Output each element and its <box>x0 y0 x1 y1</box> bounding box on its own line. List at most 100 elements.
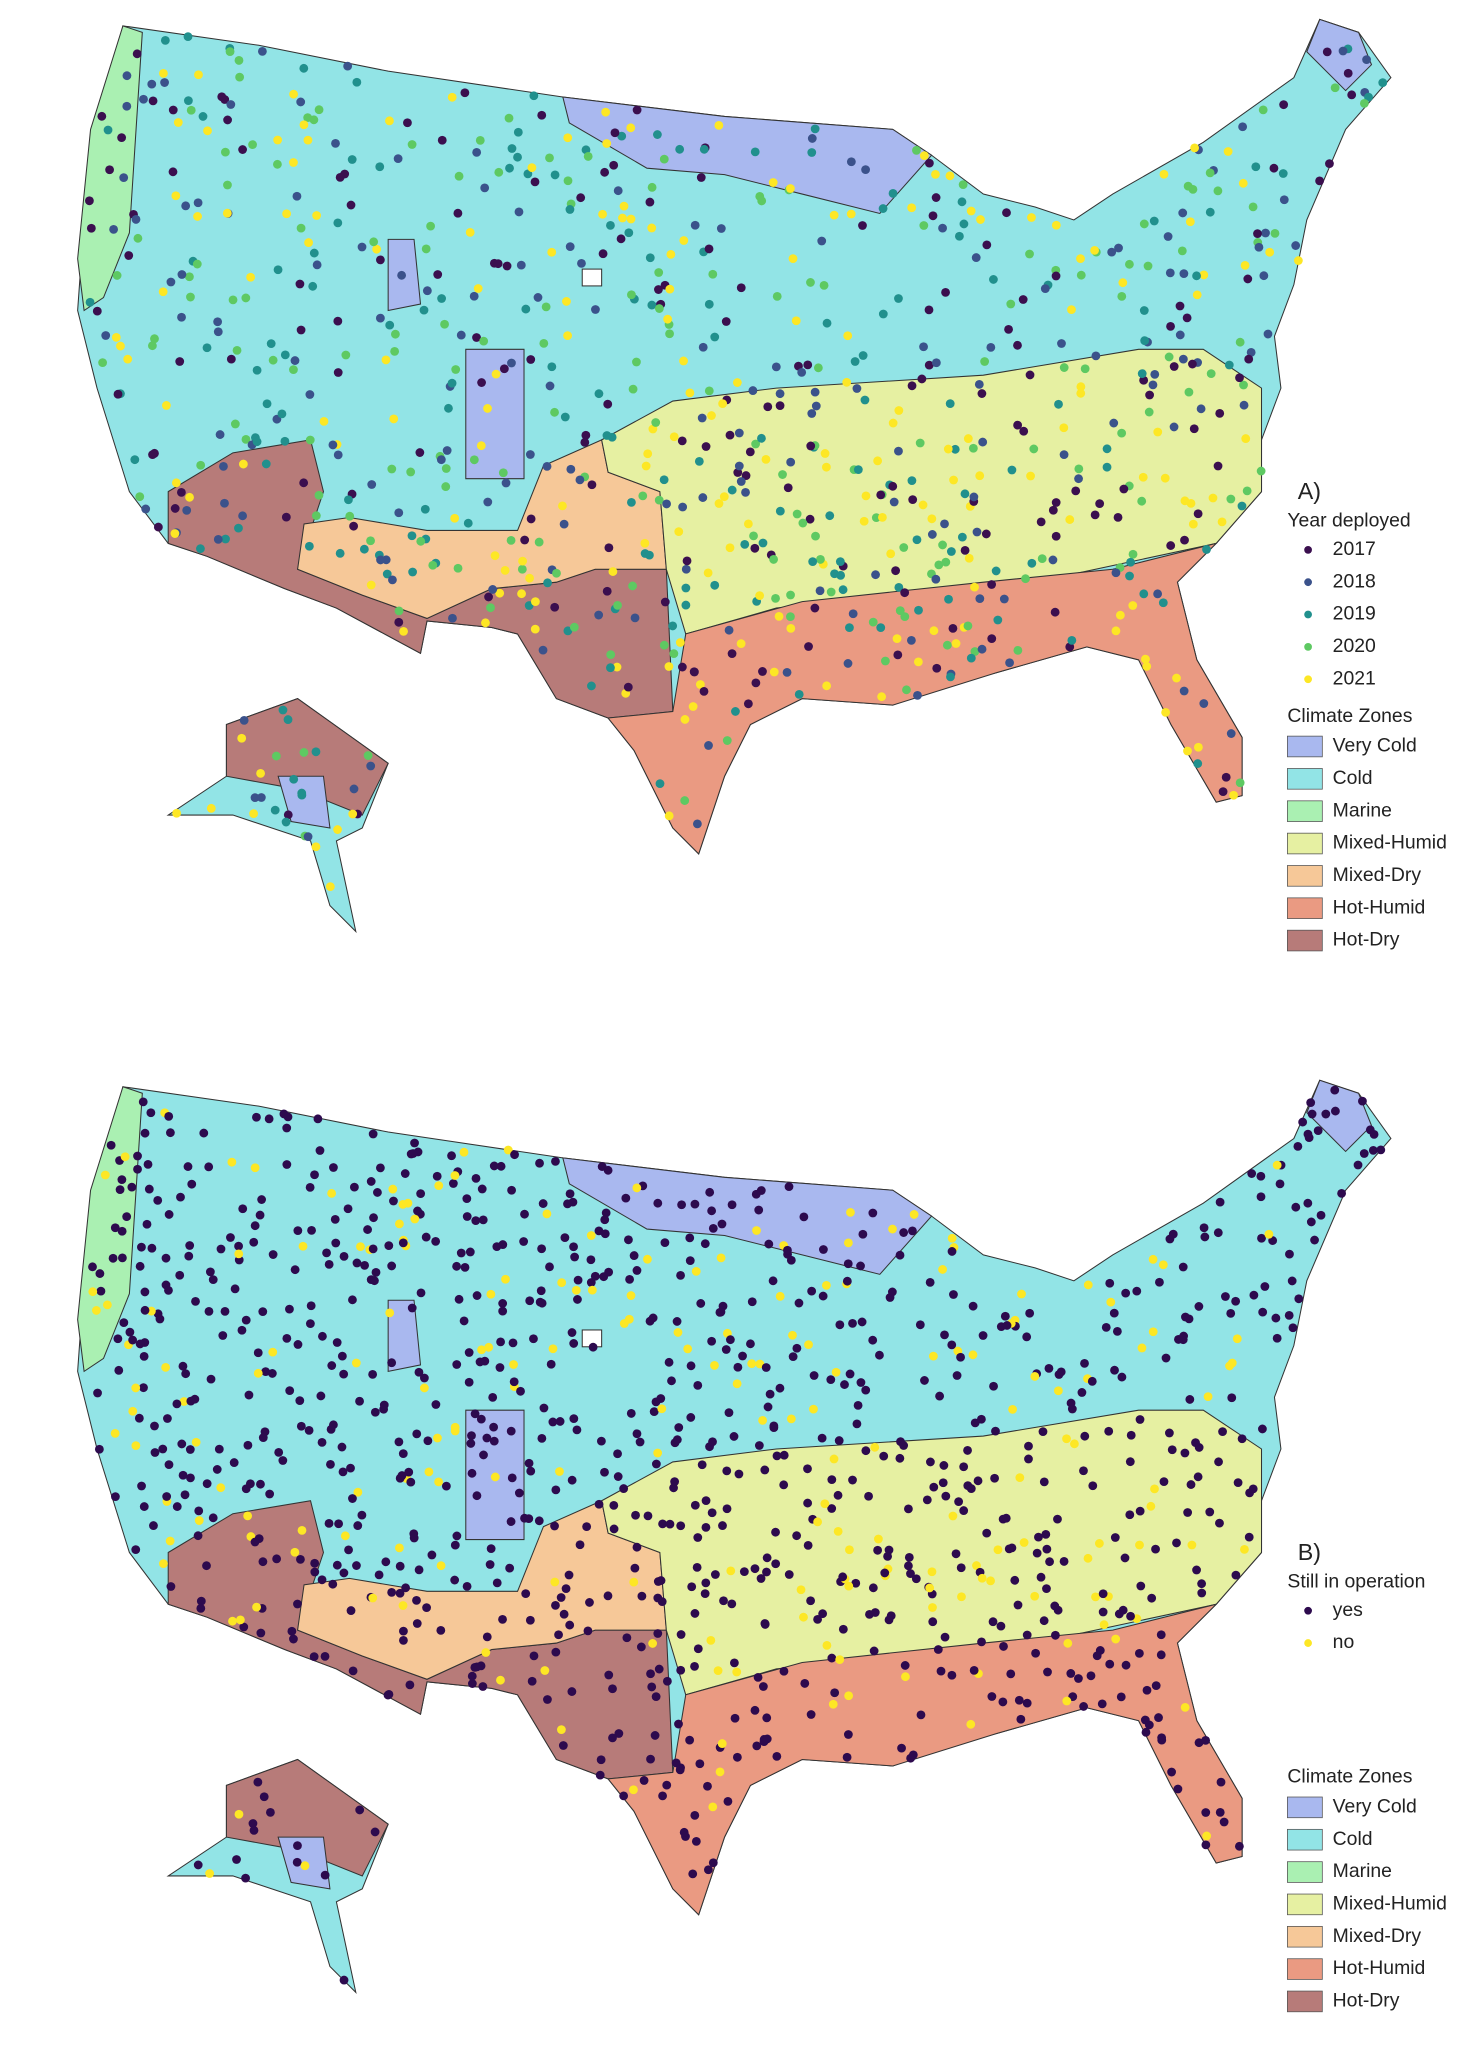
sensor-dot <box>1254 242 1264 252</box>
sensor-dot <box>421 1232 431 1242</box>
sensor-dot <box>1233 1478 1243 1488</box>
sensor-dot <box>807 148 817 157</box>
sensor-dot <box>981 529 991 539</box>
sensor-dot <box>1132 1286 1142 1296</box>
sensor-dot <box>704 386 714 396</box>
sensor-dot <box>859 516 869 526</box>
sensor-dot <box>845 1545 854 1555</box>
sensor-dot <box>230 419 240 429</box>
sensor-dot <box>130 455 140 465</box>
sensor-dot <box>868 617 878 627</box>
sensor-dot <box>375 1163 385 1173</box>
sensor-dot <box>833 1490 843 1500</box>
sensor-dot <box>586 1231 596 1240</box>
sensor-dot <box>724 1408 734 1418</box>
sensor-dot <box>557 1278 567 1288</box>
sensor-dot <box>1040 284 1050 294</box>
sensor-dot <box>858 1229 868 1239</box>
sensor-dot <box>548 1344 558 1354</box>
sensor-dot <box>531 597 540 606</box>
sensor-dot <box>538 1199 548 1208</box>
sensor-dot <box>367 480 377 489</box>
sensor-dot <box>1240 1544 1249 1554</box>
sensor-dot <box>736 477 746 486</box>
sensor-dot <box>1215 408 1225 418</box>
sensor-dot <box>85 196 94 206</box>
sensor-dot <box>915 1320 925 1330</box>
sensor-dot <box>1217 517 1227 527</box>
sensor-dot <box>676 1521 686 1531</box>
sensor-dot <box>1215 1518 1224 1528</box>
sensor-dot <box>685 1233 695 1243</box>
sensor-dot <box>761 455 771 464</box>
sensor-dot <box>877 692 887 702</box>
sensor-dot <box>550 1521 559 1531</box>
sensor-dot <box>137 1481 146 1491</box>
sensor-dot <box>526 514 536 524</box>
sensor-dot <box>771 1559 781 1569</box>
sensor-dot <box>453 208 463 218</box>
zone-swatch <box>1287 1925 1323 1948</box>
sensor-dot <box>1062 1696 1072 1706</box>
sensor-dot <box>147 79 157 89</box>
sensor-dot <box>626 1291 636 1300</box>
sensor-dot <box>551 1485 561 1495</box>
sensor-dot <box>625 1274 634 1284</box>
sensor-dot <box>355 1396 364 1406</box>
zone-swatch <box>1287 897 1323 919</box>
sensor-dot <box>685 1735 695 1745</box>
sensor-dot <box>624 228 634 238</box>
sensor-dot <box>626 123 636 133</box>
sensor-dot <box>660 597 670 607</box>
sensor-dot <box>381 1557 391 1567</box>
sensor-dot <box>691 1836 701 1846</box>
sensor-dot <box>569 1242 578 1252</box>
sensor-dot <box>551 1156 560 1166</box>
sensor-dot <box>213 534 223 544</box>
sensor-dot <box>879 1451 889 1461</box>
sensor-dot <box>1139 219 1149 229</box>
sensor-dot <box>1272 1333 1282 1343</box>
sensor-dot <box>1189 424 1199 434</box>
sensor-dot <box>888 481 898 491</box>
sensor-dot <box>267 1369 277 1378</box>
sensor-dot <box>124 251 134 260</box>
sensor-dot <box>1074 474 1083 484</box>
sensor-dot <box>472 1291 482 1300</box>
sensor-dot <box>237 1325 247 1335</box>
sensor-dot <box>570 1252 580 1262</box>
sensor-dot <box>193 198 203 208</box>
sensor-dot <box>509 1360 518 1369</box>
sensor-dot <box>268 1250 278 1259</box>
sensor-dot <box>419 305 429 315</box>
sensor-dot <box>1330 1106 1340 1116</box>
sensor-dot <box>496 1337 505 1347</box>
sensor-dot <box>1157 1733 1167 1743</box>
sensor-dot <box>88 1287 98 1297</box>
sensor-dot <box>713 1666 723 1676</box>
sensor-dot <box>986 342 996 352</box>
sensor-dot <box>97 111 107 121</box>
zone-entry: Mixed-Dry <box>1333 864 1422 886</box>
sensor-dot <box>406 1477 416 1487</box>
sensor-dot <box>1362 55 1371 65</box>
sensor-dot <box>868 1208 878 1218</box>
sensor-dot <box>1025 1308 1035 1318</box>
sensor-dot <box>161 1362 171 1372</box>
sensor-dot <box>257 1195 267 1204</box>
sensor-dot <box>353 1487 363 1497</box>
sensor-dot <box>714 499 724 508</box>
sensor-dot <box>598 249 608 259</box>
sensor-dot <box>1110 1365 1119 1375</box>
sensor-dot <box>1221 772 1231 782</box>
sensor-dot <box>827 1653 837 1663</box>
sensor-dot <box>403 118 412 128</box>
sensor-dot <box>506 535 516 545</box>
sensor-dot <box>1022 1332 1032 1342</box>
sensor-dot <box>1257 1233 1266 1243</box>
sensor-dot <box>282 1333 292 1343</box>
sensor-dot <box>878 204 888 213</box>
sensor-dot <box>216 1244 226 1254</box>
sensor-dot <box>1139 589 1149 599</box>
sensor-dot <box>163 1414 172 1423</box>
